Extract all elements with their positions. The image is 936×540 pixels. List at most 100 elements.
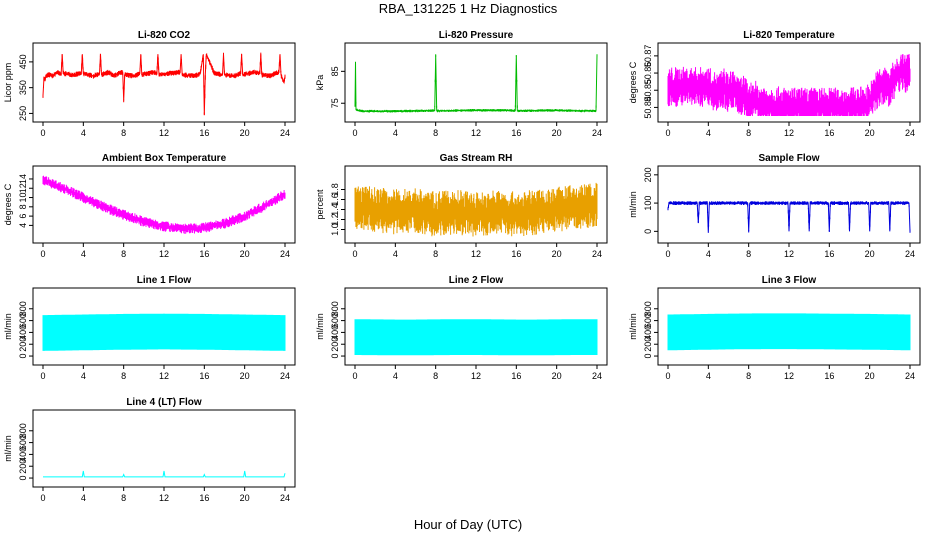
x-tick-label: 16 bbox=[199, 128, 209, 138]
x-tick-label: 24 bbox=[280, 128, 290, 138]
series-line bbox=[667, 202, 911, 233]
y-tick-label: 1.4 bbox=[330, 203, 340, 216]
x-tick-label: 20 bbox=[552, 371, 562, 381]
y-tick-label: 12 bbox=[18, 183, 28, 193]
panel-title: Line 4 (LT) Flow bbox=[126, 397, 202, 408]
plot-frame bbox=[32, 165, 296, 244]
y-tick-label: 14 bbox=[18, 174, 28, 184]
series-texture bbox=[42, 52, 286, 116]
x-tick-label: 12 bbox=[159, 128, 169, 138]
x-tick-label: 24 bbox=[280, 249, 290, 259]
x-tick-label: 0 bbox=[40, 249, 45, 259]
x-tick-label: 0 bbox=[40, 371, 45, 381]
x-tick-label: 0 bbox=[665, 128, 670, 138]
y-tick-label: 450 bbox=[18, 54, 28, 69]
x-tick-label: 20 bbox=[552, 128, 562, 138]
series-line bbox=[668, 72, 910, 108]
series-line bbox=[42, 179, 286, 230]
y-tick-label: 1.8 bbox=[330, 183, 340, 196]
series-line bbox=[42, 330, 286, 334]
y-tick-label: 350 bbox=[18, 80, 28, 95]
y-axis-label: ml/min bbox=[628, 313, 638, 340]
x-tick-label: 4 bbox=[706, 128, 711, 138]
y-tick-label: 75 bbox=[330, 98, 340, 108]
panel-7: Line 2 Flow ml/min 0 4 8 12 16 20 24 0 20040060080… bbox=[315, 275, 608, 381]
y-tick-label: 400 bbox=[643, 325, 653, 340]
y-tick-label: 50.85 bbox=[643, 79, 653, 102]
x-tick-label: 16 bbox=[199, 371, 209, 381]
y-axis-label: Licor ppm bbox=[3, 63, 13, 103]
panel-3: Ambient Box Temperature degrees C 0 4 8 12 16 2… bbox=[3, 153, 296, 259]
x-tick-label: 20 bbox=[865, 128, 875, 138]
y-tick-label: 1.6 bbox=[330, 193, 340, 206]
x-tick-label: 16 bbox=[511, 371, 521, 381]
y-tick-label: 200 bbox=[643, 337, 653, 352]
x-tick-label: 4 bbox=[81, 249, 86, 259]
y-tick-label: 100 bbox=[643, 196, 653, 211]
x-tick-label: 8 bbox=[121, 493, 126, 503]
y-tick-label: 0 bbox=[330, 354, 340, 359]
x-tick-label: 12 bbox=[159, 249, 169, 259]
y-tick-label: 6 bbox=[18, 214, 28, 219]
y-tick-label: 800 bbox=[643, 301, 653, 316]
y-axis-label: kPa bbox=[315, 75, 325, 91]
x-tick-label: 24 bbox=[280, 371, 290, 381]
x-tick-label: 0 bbox=[40, 128, 45, 138]
x-tick-label: 24 bbox=[592, 128, 602, 138]
panel-8: Line 3 Flow ml/min 0 4 8 12 16 20 24 0 20040060080… bbox=[628, 275, 921, 381]
series-line bbox=[667, 330, 911, 333]
series-texture bbox=[667, 54, 911, 116]
series-line bbox=[354, 55, 598, 112]
panel-title: Line 1 Flow bbox=[137, 275, 192, 286]
x-tick-label: 24 bbox=[905, 249, 915, 259]
x-tick-label: 20 bbox=[240, 493, 250, 503]
x-tick-label: 8 bbox=[746, 249, 751, 259]
x-tick-label: 4 bbox=[706, 249, 711, 259]
y-axis-label: ml/min bbox=[315, 313, 325, 340]
series-line bbox=[42, 54, 286, 115]
x-tick-label: 12 bbox=[784, 128, 794, 138]
x-tick-label: 0 bbox=[352, 371, 357, 381]
y-axis-label: percent bbox=[315, 189, 325, 220]
y-tick-label: 10 bbox=[18, 193, 28, 203]
panel-0: Li-820 CO2 Licor ppm 0 4 8 12 16 20 24 250 350 450 bbox=[3, 30, 296, 138]
y-tick-label: 200 bbox=[18, 337, 28, 352]
x-tick-label: 20 bbox=[865, 371, 875, 381]
y-tick-label: 85 bbox=[330, 66, 340, 76]
panel-9: Line 4 (LT) Flow ml/min 0 4 8 12 16 20 24 0 200400… bbox=[3, 397, 296, 503]
y-tick-label: 200 bbox=[643, 167, 653, 182]
panel-4: Gas Stream RH percent 0 4 8 12 16 20 24 1.01.21.4… bbox=[315, 153, 608, 259]
panel-title: Gas Stream RH bbox=[440, 153, 513, 164]
x-tick-label: 16 bbox=[824, 128, 834, 138]
y-tick-label: 600 bbox=[643, 313, 653, 328]
plot-frame bbox=[32, 409, 296, 488]
x-tick-label: 0 bbox=[352, 128, 357, 138]
y-axis-label: ml/min bbox=[3, 313, 13, 340]
y-tick-label: 0 bbox=[643, 354, 653, 359]
series-line bbox=[43, 470, 286, 478]
x-tick-label: 12 bbox=[784, 371, 794, 381]
panel-2: Li-820 Temperature degrees C 0 4 8 12 16 20 24 50… bbox=[628, 30, 921, 138]
y-tick-label: 4 bbox=[18, 223, 28, 228]
x-tick-label: 4 bbox=[81, 493, 86, 503]
x-tick-label: 12 bbox=[159, 371, 169, 381]
series-line bbox=[354, 204, 598, 216]
panel-1: Li-820 Pressure kPa 0 4 8 12 16 20 24 75 85 bbox=[315, 30, 608, 138]
x-tick-label: 24 bbox=[905, 371, 915, 381]
y-tick-label: 400 bbox=[330, 325, 340, 340]
x-tick-label: 12 bbox=[471, 371, 481, 381]
x-tick-label: 12 bbox=[159, 493, 169, 503]
panel-title: Line 2 Flow bbox=[449, 275, 504, 286]
x-tick-label: 4 bbox=[393, 249, 398, 259]
y-tick-label: 0 bbox=[643, 229, 653, 234]
x-tick-label: 20 bbox=[552, 249, 562, 259]
y-tick-label: 250 bbox=[18, 106, 28, 121]
series-texture bbox=[42, 175, 286, 234]
y-tick-label: 200 bbox=[18, 459, 28, 474]
x-tick-label: 16 bbox=[511, 249, 521, 259]
x-tick-label: 16 bbox=[824, 249, 834, 259]
y-tick-label: 800 bbox=[18, 301, 28, 316]
y-tick-label: 8 bbox=[18, 204, 28, 209]
x-tick-label: 24 bbox=[905, 128, 915, 138]
